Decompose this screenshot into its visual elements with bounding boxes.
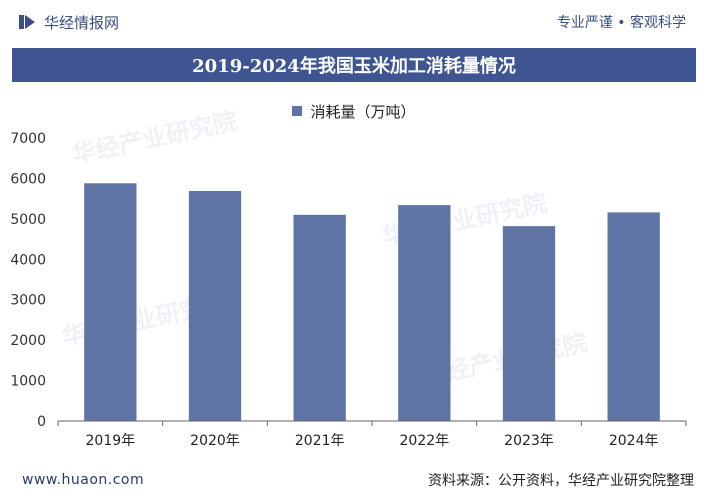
x-tick-label: 2019年 [86,433,136,449]
y-axis: 0 1000 2000 3000 4000 5000 6000 7000 [10,131,46,430]
slogan: 专业严谨 • 客观科学 [556,15,686,31]
legend-swatch [292,106,303,116]
bar [84,183,137,421]
x-tick-label: 2024年 [609,433,659,449]
y-tick-label: 1000 [10,374,46,390]
x-tick-label: 2022年 [400,433,450,449]
bar [188,190,242,421]
y-tick-label: 6000 [10,171,46,187]
y-tick-label: 0 [37,414,46,430]
legend-label: 消耗量（万吨） [310,102,416,121]
bar [607,212,660,421]
footer: www.huaon.com 资料来源：公开资料，华经产业研究院整理 [0,460,708,500]
footer-source: 资料来源：公开资料，华经产业研究院整理 [428,473,694,489]
header: 华经情报网 专业严谨 • 客观科学 [0,0,708,44]
legend: 消耗量（万吨） [0,100,708,122]
y-tick-label: 5000 [10,212,46,228]
brand-name: 华经情报网 [44,13,120,32]
x-tick-label: 2021年 [295,433,345,449]
bars [84,183,660,421]
brand-logo-icon [19,15,35,29]
y-tick-label: 4000 [10,252,46,268]
bar [293,214,346,421]
y-tick-label: 2000 [10,333,46,349]
footer-site: www.huaon.com [22,472,145,488]
chart-title: 2019-2024年我国玉米加工消耗量情况 [12,48,696,82]
x-tick-label: 2023年 [504,433,554,449]
bar [398,205,451,421]
brand: 华经情报网 [18,12,119,33]
y-tick-label: 3000 [10,293,46,309]
y-tick-label: 7000 [10,131,46,147]
x-tick-label: 2020年 [190,433,240,449]
x-axis: 2019年 2020年 2021年 2022年 2023年 2024年 [57,420,687,449]
bar [502,226,556,421]
